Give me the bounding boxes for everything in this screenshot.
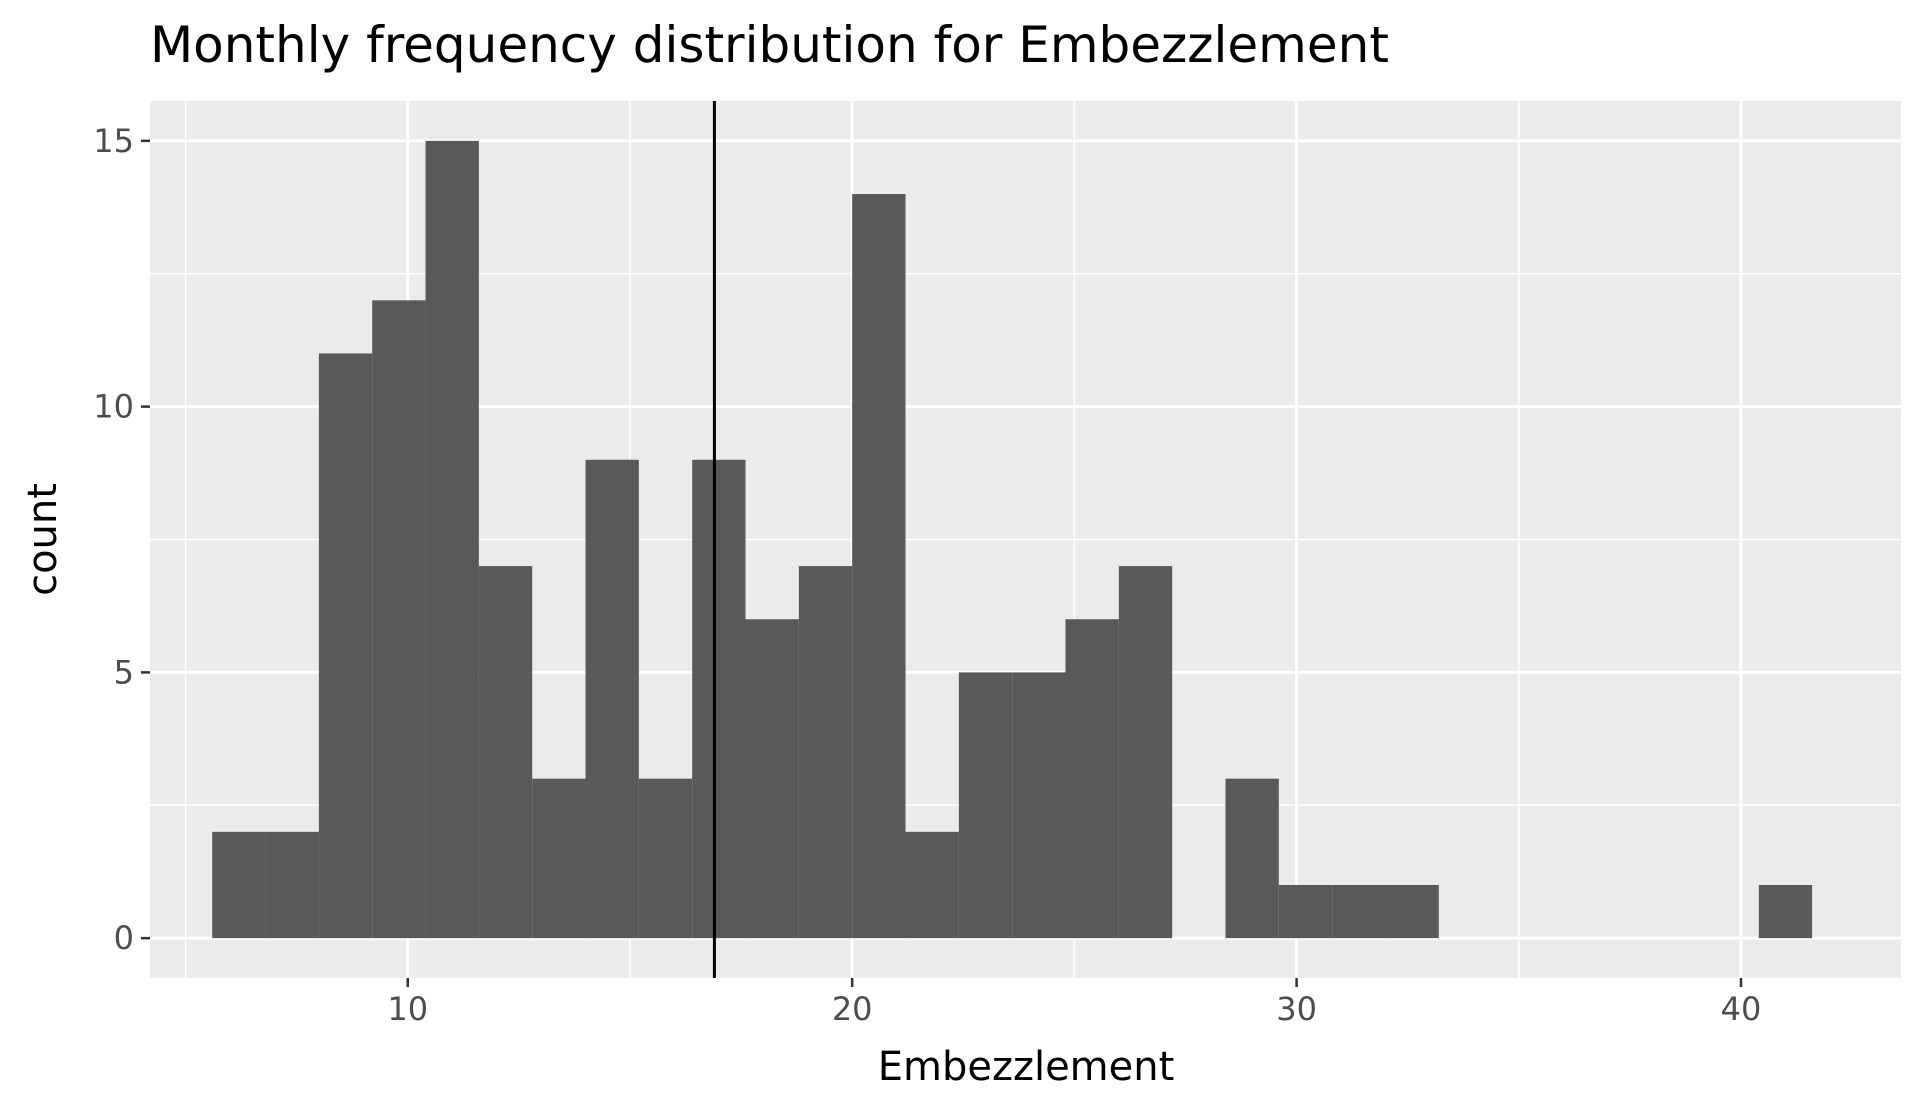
- histogram-bar: [212, 831, 266, 939]
- histogram-bar: [1065, 619, 1119, 939]
- y-tick-label: 5: [114, 653, 134, 691]
- histogram-bar: [318, 353, 373, 939]
- histogram-bar: [798, 566, 853, 939]
- histogram-bar: [532, 778, 586, 939]
- x-tick-label: 20: [832, 990, 873, 1028]
- histogram-bar: [958, 672, 1013, 939]
- y-tick-label: 0: [114, 919, 134, 957]
- histogram-bar: [425, 140, 479, 939]
- y-tick-label: 15: [93, 122, 134, 160]
- histogram-bar: [585, 459, 639, 939]
- histogram-bar: [852, 194, 906, 939]
- histogram-bar: [1118, 566, 1173, 939]
- x-tick-label: 10: [387, 990, 428, 1028]
- histogram-bar: [1385, 884, 1439, 939]
- chart-title: Monthly frequency distribution for Embez…: [150, 16, 1389, 74]
- histogram-bar: [1332, 884, 1386, 939]
- y-tick-label: 10: [93, 388, 134, 426]
- histogram-bars: [212, 140, 1813, 939]
- histogram-bar: [745, 619, 799, 939]
- y-axis-title: count: [20, 483, 66, 596]
- x-tick-label: 40: [1721, 990, 1762, 1028]
- histogram-bar: [478, 566, 533, 939]
- histogram-bar: [692, 459, 746, 939]
- histogram-bar: [1225, 778, 1279, 939]
- axes: 10 20 30 40 0 5 10 15: [93, 122, 1761, 1028]
- histogram-bar: [905, 831, 959, 939]
- histogram-bar: [265, 831, 319, 939]
- histogram-bar: [1012, 672, 1066, 939]
- histogram-bar: [372, 300, 426, 939]
- x-axis-title: Embezzlement: [878, 1044, 1175, 1090]
- histogram-bar: [638, 778, 693, 939]
- x-tick-label: 30: [1276, 990, 1317, 1028]
- histogram-bar: [1278, 884, 1333, 939]
- histogram-bar: [1758, 884, 1813, 939]
